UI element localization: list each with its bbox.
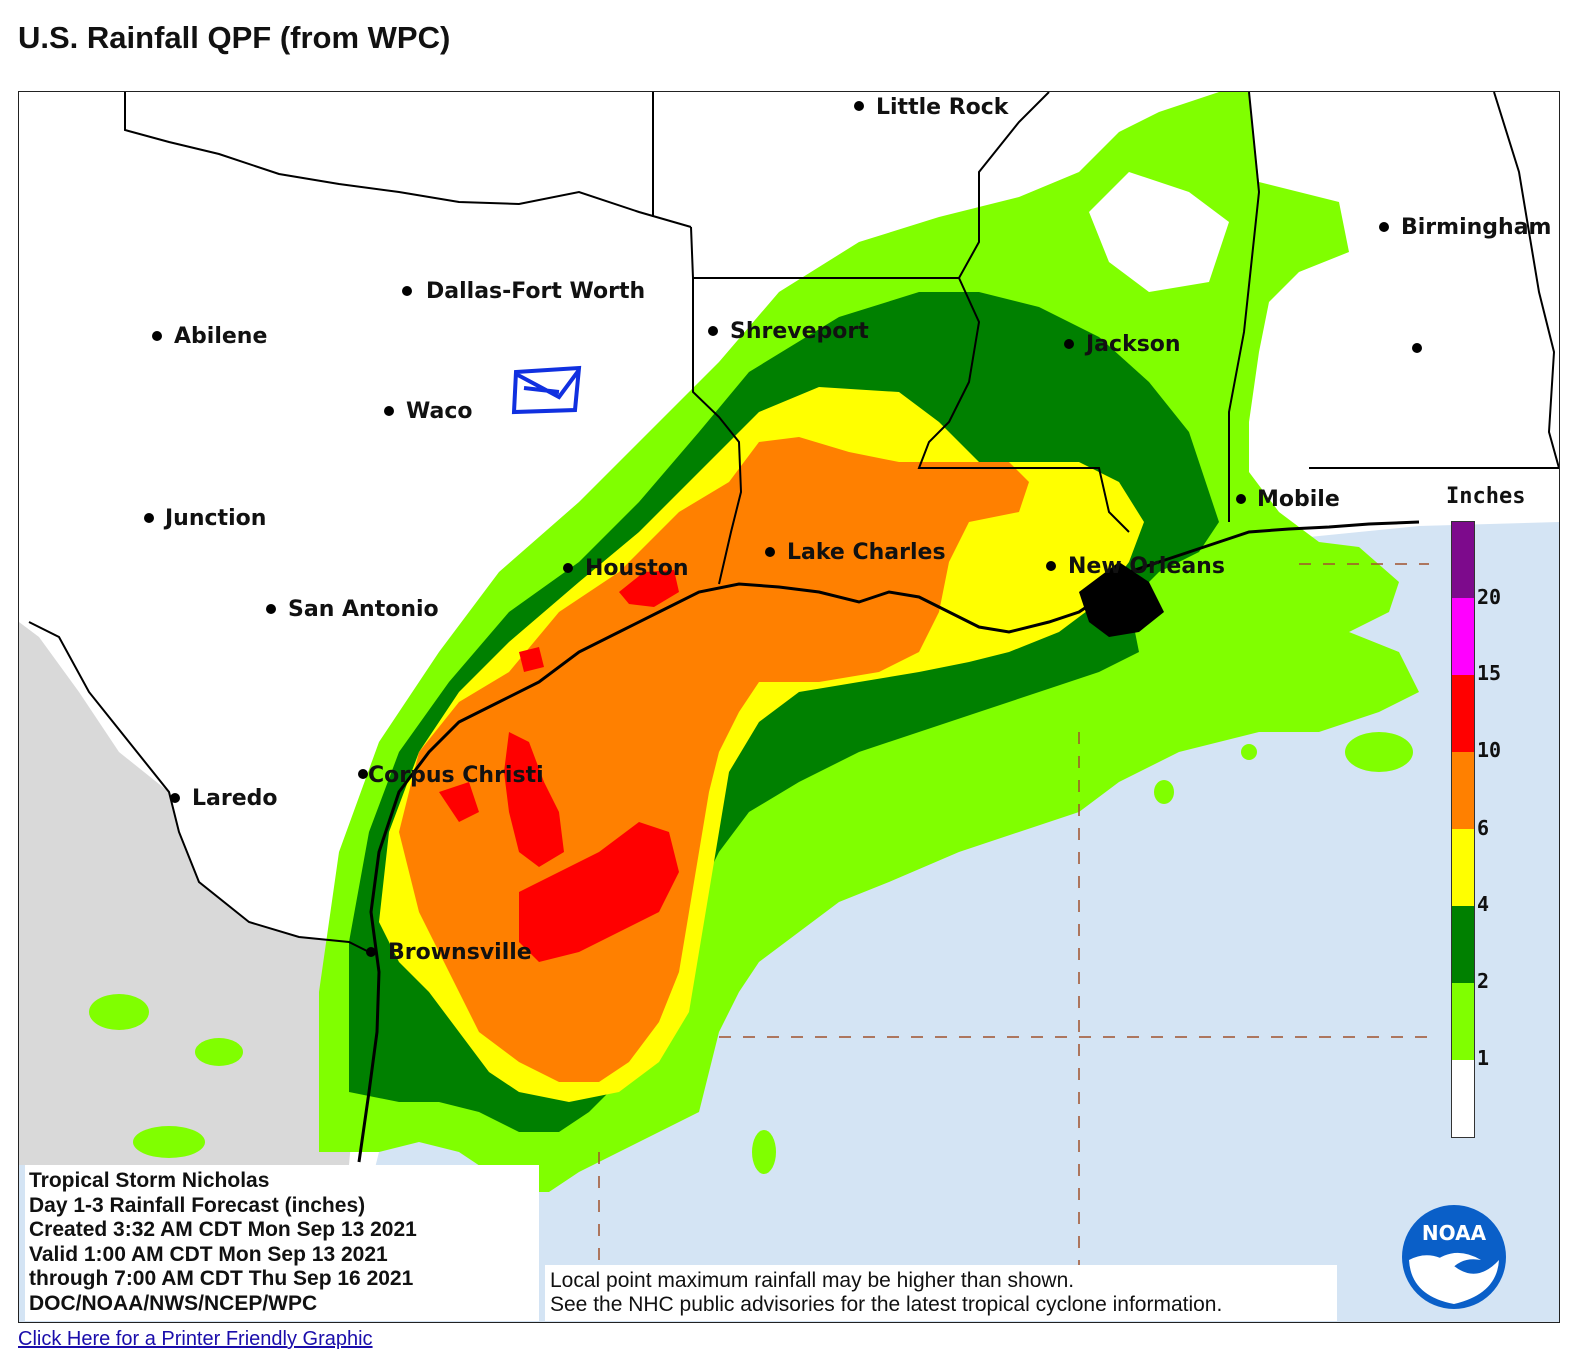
city-label: Brownsville	[388, 940, 532, 965]
noaa-logo-icon: NOAA	[1402, 1205, 1506, 1309]
city-markers	[144, 101, 1422, 957]
legend-swatch	[1452, 675, 1474, 752]
city-label: Birmingham	[1401, 215, 1551, 240]
legend-tick: 6	[1477, 816, 1490, 840]
legend-swatch	[1452, 598, 1474, 675]
louisiana-delta	[1079, 562, 1164, 637]
legend-tick: 20	[1477, 585, 1502, 609]
city-label: Abilene	[174, 324, 267, 349]
rain-contour-10in-gulf	[519, 822, 679, 962]
texas-mexico-border	[28, 621, 370, 953]
rainfall-map: Little Rock Birmingham Dallas-Fort Worth…	[18, 91, 1560, 1323]
noaa-logo-text: NOAA	[1422, 1221, 1487, 1245]
rain-contour-10in-galveston	[619, 570, 679, 607]
created-time: Created 3:32 AM CDT Mon Sep 13 2021	[29, 1218, 417, 1241]
city-label: Laredo	[192, 786, 278, 811]
legend-swatch	[1452, 983, 1474, 1060]
legend-tick: 2	[1477, 969, 1490, 993]
city-label: Dallas-Fort Worth	[426, 279, 645, 304]
city-label: Jackson	[1084, 332, 1181, 357]
rain-scattered-cells	[89, 646, 1413, 1174]
legend-swatch	[1452, 1060, 1474, 1137]
mexico-land	[19, 622, 369, 1165]
legend-tick: 15	[1477, 661, 1502, 685]
city-label: Little Rock	[876, 95, 1010, 120]
rain-contour-10in-small	[519, 647, 544, 672]
city-label: Lake Charles	[787, 540, 946, 565]
valid-start: Valid 1:00 AM CDT Mon Sep 13 2021	[29, 1242, 388, 1266]
city-label: Shreveport	[730, 319, 869, 344]
rain-contour-10in-coastal-bend	[439, 732, 564, 867]
legend-tick: 4	[1477, 892, 1490, 916]
legend-tick: 10	[1477, 738, 1502, 762]
printer-friendly-link[interactable]: Click Here for a Printer Friendly Graphi…	[18, 1328, 373, 1350]
map-canvas: Little Rock Birmingham Dallas-Fort Worth…	[19, 92, 1559, 1322]
city-label: Junction	[163, 506, 266, 531]
legend-swatch	[1452, 752, 1474, 829]
city-label: Houston	[585, 556, 689, 581]
storm-name: Tropical Storm Nicholas	[29, 1169, 270, 1192]
city-label: Corpus Christi	[368, 763, 544, 788]
forecast-description: Day 1-3 Rainfall Forecast (inches)	[29, 1193, 366, 1217]
legend-swatch	[1452, 829, 1474, 906]
hand-drawn-annotation	[511, 365, 582, 415]
city-label: San Antonio	[288, 597, 439, 622]
city-label: Waco	[406, 399, 472, 424]
city-label: New Orleans	[1068, 554, 1225, 579]
disclaimer-line: Local point maximum rainfall may be high…	[550, 1269, 1075, 1292]
legend-swatch	[1452, 522, 1474, 598]
legend-title: Inches	[1446, 484, 1526, 509]
city-label: Mobile	[1257, 487, 1340, 512]
legend-color-bar	[1451, 521, 1475, 1138]
disclaimer-line: See the NHC public advisories for the la…	[550, 1293, 1223, 1316]
issuing-agency: DOC/NOAA/NWS/NCEP/WPC	[29, 1291, 318, 1315]
state-boundaries	[124, 92, 1559, 585]
forecast-info-box: Tropical Storm Nicholas Day 1-3 Rainfall…	[25, 1165, 539, 1321]
gulf-coastline	[357, 520, 1420, 1163]
marine-zone-lines	[598, 563, 1429, 1272]
disclaimer-box: Local point maximum rainfall may be high…	[545, 1265, 1337, 1321]
valid-end: through 7:00 AM CDT Thu Sep 16 2021	[29, 1267, 414, 1290]
rain-dry-pockets	[1059, 92, 1229, 292]
legend-tick: 1	[1477, 1046, 1490, 1070]
page-title: U.S. Rainfall QPF (from WPC)	[18, 20, 451, 55]
legend-swatch	[1452, 906, 1474, 983]
